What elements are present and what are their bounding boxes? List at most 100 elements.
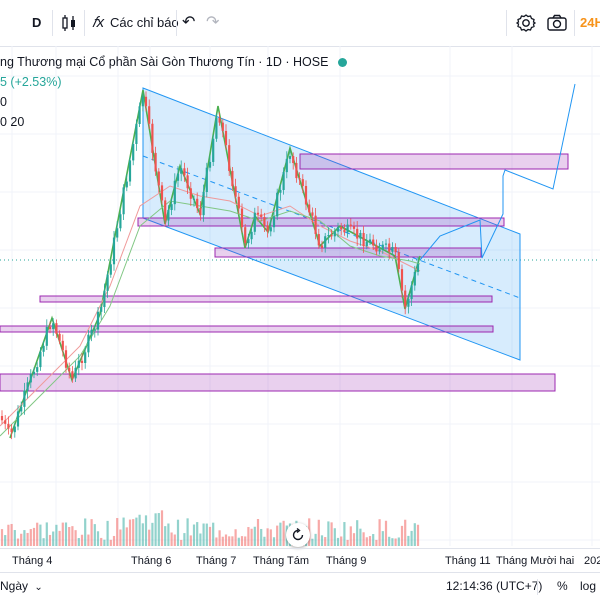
- candle-body: [285, 158, 288, 173]
- time-axis[interactable]: Tháng 4 Tháng 6 Tháng 7 Tháng Tám Tháng …: [0, 548, 600, 573]
- candle-body: [346, 224, 349, 233]
- candle-body: [311, 212, 314, 216]
- candle-body: [58, 333, 61, 341]
- candle-body: [212, 138, 215, 162]
- volume-bar: [317, 519, 320, 546]
- volume-bar: [234, 529, 237, 546]
- candle-body: [397, 252, 400, 270]
- volume-bar: [135, 517, 138, 546]
- fx-icon[interactable]: 𝑓x: [92, 14, 105, 31]
- volume-bar: [157, 513, 160, 546]
- volume-bar: [314, 533, 317, 546]
- candle-body: [365, 241, 368, 247]
- candle-body: [154, 152, 157, 172]
- candle-body: [327, 235, 330, 237]
- log-toggle[interactable]: log: [580, 579, 597, 593]
- volume-bar: [221, 536, 224, 546]
- symbol-title: ng Thương mại Cổ phần Sài Gòn Thương Tín…: [0, 55, 329, 69]
- volume-bar: [247, 527, 250, 546]
- candle-body: [336, 226, 340, 232]
- volume-bar: [256, 519, 260, 546]
- volume-bar: [189, 535, 192, 546]
- camera-icon[interactable]: [544, 10, 570, 36]
- time-axis-label: Tháng Mười hai: [496, 555, 575, 567]
- indicators-button[interactable]: Các chỉ báo: [110, 15, 179, 30]
- candle-body: [400, 269, 404, 291]
- candle-body: [84, 352, 87, 363]
- candle-body: [20, 406, 23, 412]
- volume-bar: [368, 536, 372, 546]
- candle-body: [266, 225, 269, 232]
- volume-bar: [80, 534, 84, 546]
- candle-body: [16, 411, 20, 427]
- candle-body: [279, 190, 282, 193]
- trend-channel: [142, 87, 521, 361]
- interval-button[interactable]: D: [32, 15, 42, 30]
- volume-bar: [42, 538, 45, 546]
- volume-bar: [352, 533, 356, 546]
- volume-bar: [237, 537, 240, 546]
- toolbar-divider: [84, 10, 85, 36]
- candle-body: [240, 208, 244, 228]
- settings-gear-icon[interactable]: [513, 10, 539, 36]
- candle-body: [356, 228, 359, 239]
- candle-body: [231, 170, 234, 187]
- candle-body: [160, 185, 164, 201]
- volume-bar: [333, 528, 336, 546]
- volume-bar: [240, 536, 244, 546]
- volume-bar: [330, 522, 333, 546]
- candle-body: [269, 227, 272, 232]
- volume-bar: [404, 519, 407, 546]
- candle-body: [176, 173, 180, 181]
- candle-body: [26, 382, 29, 391]
- candle-body: [362, 232, 365, 247]
- candle-body: [122, 187, 125, 215]
- clock[interactable]: 12:14:36 (UTC+7): [446, 579, 543, 593]
- candle-body: [170, 204, 173, 211]
- candle-body: [304, 185, 308, 205]
- volume-bar: [276, 525, 279, 546]
- volume-bar: [279, 522, 282, 546]
- candle-body: [320, 245, 324, 248]
- volume-bar: [324, 537, 327, 546]
- candle-body: [100, 307, 103, 312]
- volume-bar: [215, 537, 218, 546]
- indicator-row: 0 20: [0, 115, 25, 129]
- range-dropdown[interactable]: Ngày ⌄: [0, 579, 43, 593]
- time-axis-label: Tháng 9: [326, 555, 367, 567]
- price-chart[interactable]: [0, 46, 600, 548]
- candle-body: [247, 239, 250, 244]
- candle-body: [317, 234, 320, 246]
- candle-body: [74, 367, 77, 379]
- candle-body: [10, 428, 13, 433]
- candle-body: [61, 340, 64, 351]
- candle-body: [372, 239, 375, 246]
- time-axis-label: 202: [584, 555, 600, 567]
- volume-bar: [253, 526, 256, 546]
- candle-body: [141, 96, 144, 107]
- redo-icon[interactable]: ↷: [206, 14, 220, 31]
- volume-bar: [397, 537, 400, 546]
- candle-body: [39, 351, 42, 368]
- reset-chart-button[interactable]: [286, 523, 310, 547]
- candle-body: [218, 117, 221, 123]
- volume-bar: [266, 528, 269, 546]
- bottom-divider: [537, 579, 538, 595]
- volume-bar: [68, 527, 71, 546]
- volume-bar: [16, 538, 20, 546]
- undo-icon[interactable]: ↶: [182, 14, 196, 31]
- candle-body: [205, 167, 208, 193]
- candle-body: [55, 323, 58, 334]
- 24h-button[interactable]: 24H: [580, 15, 600, 30]
- candle-body: [416, 264, 420, 272]
- candle-body: [272, 216, 276, 228]
- toolbar-divider: [176, 10, 177, 36]
- candles-icon[interactable]: [56, 10, 82, 36]
- volume-bar: [4, 535, 7, 546]
- candle-body: [237, 196, 240, 209]
- percent-toggle[interactable]: %: [557, 579, 568, 593]
- volume-bar: [58, 530, 61, 546]
- volume-bar: [384, 520, 388, 546]
- candle-body: [340, 226, 343, 230]
- candle-body: [148, 106, 151, 124]
